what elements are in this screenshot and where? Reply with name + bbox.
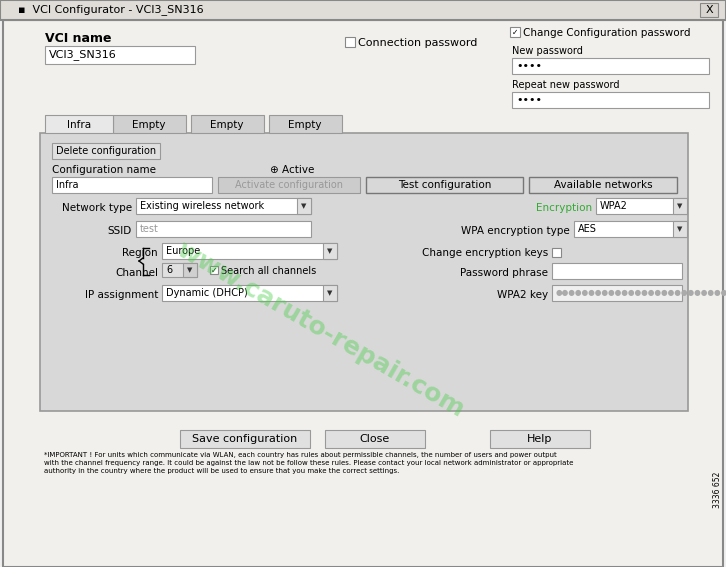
Text: AES: AES: [578, 224, 597, 234]
Text: WPA encryption type: WPA encryption type: [461, 226, 570, 236]
Bar: [269, 115, 342, 133]
Text: Empty: Empty: [132, 120, 166, 130]
Text: Infra: Infra: [67, 120, 91, 130]
Bar: [700, 3, 718, 17]
Text: Connection password: Connection password: [358, 38, 478, 48]
Text: Existing wireless network: Existing wireless network: [140, 201, 264, 211]
Text: Change encryption keys: Change encryption keys: [422, 248, 548, 258]
Bar: [490, 430, 590, 448]
Text: IP assignment: IP assignment: [85, 290, 158, 300]
Bar: [491, 431, 591, 449]
Text: WPA2 key: WPA2 key: [497, 290, 548, 300]
Bar: [162, 285, 337, 301]
Bar: [552, 285, 682, 301]
Text: Change Configuration password: Change Configuration password: [523, 28, 690, 38]
Text: 6: 6: [166, 265, 172, 275]
Bar: [162, 263, 197, 277]
Bar: [323, 243, 337, 259]
Text: ✓: ✓: [211, 265, 217, 274]
Text: Region: Region: [123, 248, 158, 258]
Text: Network type: Network type: [62, 203, 132, 213]
Text: Europe: Europe: [166, 246, 200, 256]
Text: ▪  VCI Configurator - VCI3_SN316: ▪ VCI Configurator - VCI3_SN316: [18, 4, 203, 15]
Text: ●●●●●●●●●●●●●●●●●●●●●●●●●●: ●●●●●●●●●●●●●●●●●●●●●●●●●●: [556, 289, 726, 298]
Bar: [512, 92, 709, 108]
Text: X: X: [705, 5, 713, 15]
Text: ••••: ••••: [516, 95, 542, 105]
Bar: [366, 177, 523, 193]
Text: VCI3_SN316: VCI3_SN316: [49, 49, 117, 61]
Bar: [162, 243, 337, 259]
Bar: [52, 143, 160, 159]
Bar: [596, 198, 687, 214]
Bar: [210, 266, 218, 274]
Bar: [530, 178, 678, 194]
Bar: [180, 430, 310, 448]
Text: VCI name: VCI name: [45, 32, 112, 45]
Text: ▼: ▼: [327, 248, 333, 254]
Bar: [219, 178, 361, 194]
Bar: [510, 27, 520, 37]
Text: ▼: ▼: [187, 267, 192, 273]
Bar: [552, 263, 682, 279]
Text: *IMPORTANT ! For units which communicate via WLAN, each country has rules about : *IMPORTANT ! For units which communicate…: [44, 452, 574, 474]
Text: Available networks: Available networks: [554, 180, 653, 190]
Text: Infra: Infra: [56, 180, 78, 190]
Bar: [529, 177, 677, 193]
Text: ▼: ▼: [327, 290, 333, 296]
Text: ▼: ▼: [677, 203, 682, 209]
Bar: [323, 285, 337, 301]
Text: ⊕ Active: ⊕ Active: [270, 165, 314, 175]
Bar: [326, 431, 426, 449]
Text: Test configuration: Test configuration: [398, 180, 492, 190]
Bar: [183, 263, 197, 277]
Text: ✓: ✓: [512, 28, 518, 36]
Bar: [218, 177, 360, 193]
Text: Repeat new password: Repeat new password: [512, 80, 619, 90]
Bar: [191, 115, 264, 133]
Text: Dynamic (DHCP): Dynamic (DHCP): [166, 288, 248, 298]
Text: www.caruto-repair.com: www.caruto-repair.com: [172, 238, 468, 422]
Text: 3336 652: 3336 652: [712, 472, 722, 508]
Bar: [0, 0, 726, 20]
Text: Activate configuration: Activate configuration: [235, 180, 343, 190]
Text: ••••: ••••: [516, 61, 542, 71]
Bar: [45, 115, 113, 133]
Text: SSID: SSID: [107, 226, 132, 236]
Bar: [673, 198, 687, 214]
Text: New password: New password: [512, 46, 583, 56]
Bar: [367, 178, 524, 194]
Text: Close: Close: [360, 434, 390, 444]
Text: ▼: ▼: [301, 203, 306, 209]
Bar: [53, 144, 161, 160]
Bar: [181, 431, 311, 449]
Bar: [136, 221, 311, 237]
Bar: [512, 58, 709, 74]
Bar: [113, 115, 186, 133]
Bar: [45, 46, 195, 64]
Text: Encryption: Encryption: [536, 203, 592, 213]
Bar: [345, 37, 355, 47]
Text: Help: Help: [527, 434, 552, 444]
Bar: [574, 221, 687, 237]
Text: Delete configuration: Delete configuration: [56, 146, 156, 156]
Bar: [552, 248, 561, 256]
Bar: [325, 430, 425, 448]
Text: Configuration name: Configuration name: [52, 165, 156, 175]
Text: Empty: Empty: [211, 120, 244, 130]
Text: Empty: Empty: [288, 120, 322, 130]
Text: WPA2: WPA2: [600, 201, 628, 211]
Text: Save configuration: Save configuration: [192, 434, 298, 444]
Bar: [673, 221, 687, 237]
Text: ▼: ▼: [677, 226, 682, 232]
Text: Password phrase: Password phrase: [460, 268, 548, 278]
Text: test: test: [140, 224, 159, 234]
Bar: [52, 177, 212, 193]
Bar: [136, 198, 311, 214]
Text: Channel: Channel: [115, 268, 158, 278]
Bar: [297, 198, 311, 214]
Text: Search all channels: Search all channels: [221, 266, 317, 276]
Bar: [40, 133, 688, 411]
